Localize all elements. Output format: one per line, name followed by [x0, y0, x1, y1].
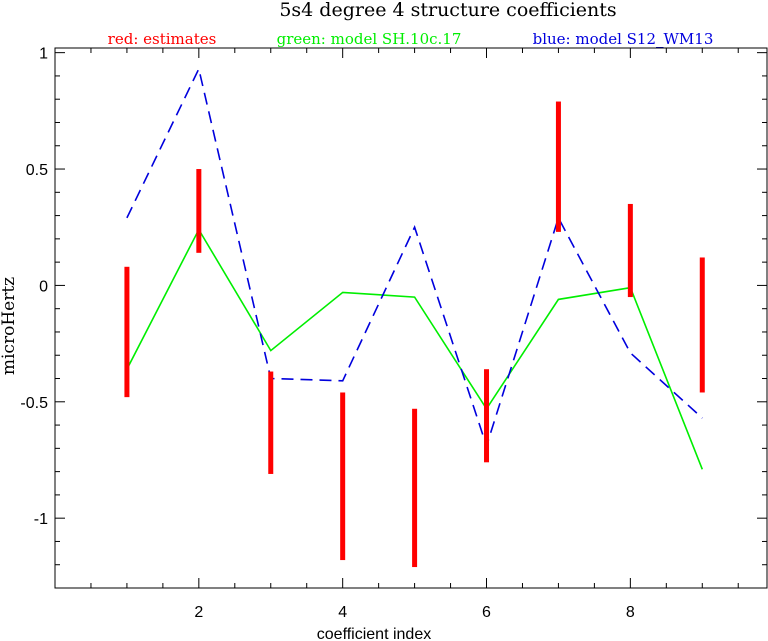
x-tick-label: 2	[194, 604, 203, 621]
estimate-bar	[196, 169, 202, 253]
x-tick-label: 8	[626, 604, 635, 621]
y-tick-label: 1	[39, 46, 48, 63]
estimate-bar	[124, 266, 130, 398]
y-tick-label: 0.5	[26, 162, 48, 179]
estimate-bar	[555, 101, 561, 232]
y-tick-label: -0.5	[20, 395, 48, 412]
y-tick-label: 0	[39, 278, 48, 295]
y-tick-label: -1	[34, 511, 48, 528]
legend-entry-2: green: model SH.10c.17	[277, 30, 462, 48]
legend-entry-1: red: estimates	[108, 30, 217, 48]
series-layer	[126, 66, 704, 470]
series-line-1	[126, 227, 704, 470]
x-tick-label: 6	[482, 604, 491, 621]
legend: red: estimates green: model SH.10c.17 blue…	[108, 30, 714, 48]
estimate-bar	[699, 257, 705, 393]
estimate-bar	[627, 203, 633, 298]
estimate-bars	[124, 101, 705, 568]
estimate-bar	[412, 408, 418, 568]
estimate-bar	[484, 369, 490, 463]
y-axis-label: microHertz	[0, 277, 19, 375]
x-axis-label: coefficient index	[317, 626, 431, 641]
series-line-2	[126, 66, 703, 449]
estimate-bar	[340, 392, 346, 561]
axis-ticks: 2 4 6 8 1 0.5 0 -0.5 -1	[20, 46, 767, 621]
estimate-bar	[268, 371, 274, 474]
plot-frame	[54, 47, 768, 589]
x-tick-label: 4	[338, 604, 347, 621]
legend-entry-3: blue: model S12_WM13	[533, 30, 714, 48]
chart-title: 5s4 degree 4 structure coefficients	[279, 0, 616, 21]
